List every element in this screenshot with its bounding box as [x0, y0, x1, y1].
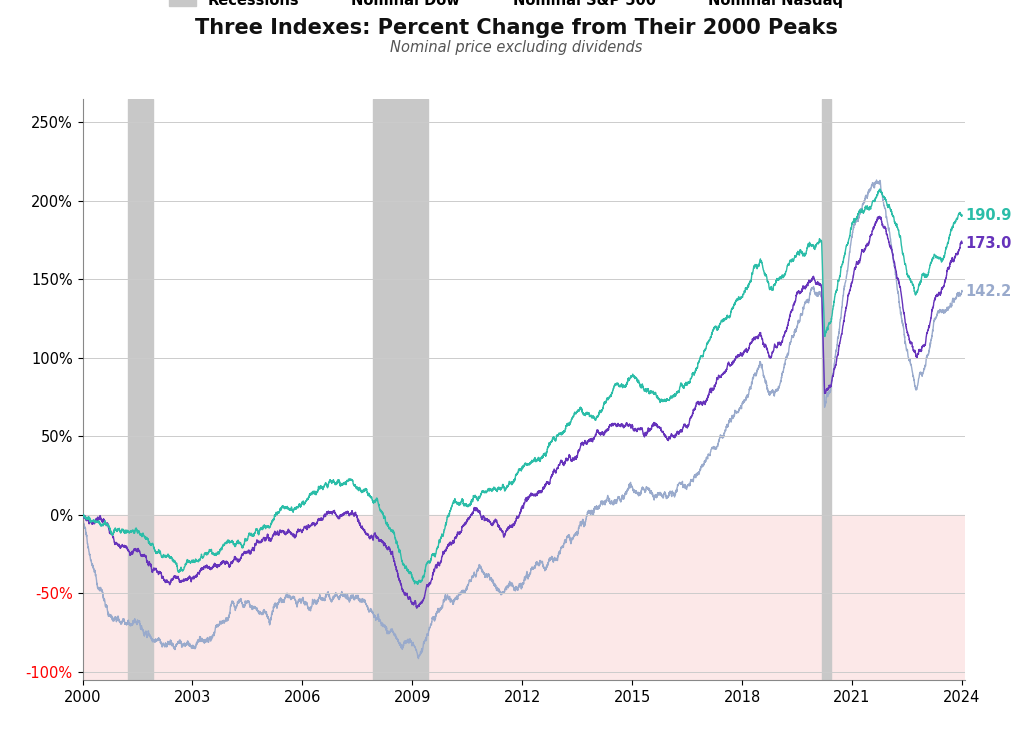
- Nominal S&P 500: [290, 531, 302, 539]
- Nominal Dow: [76, 510, 89, 518]
- Nominal Dow: [285, 502, 297, 511]
- Nominal Nasdaq: [285, 595, 297, 604]
- Text: 190.9: 190.9: [965, 208, 1011, 222]
- Nominal S&P 500: [285, 529, 297, 538]
- Text: 142.2: 142.2: [965, 284, 1011, 299]
- Nominal Dow: [874, 185, 886, 194]
- Nominal Dow: [949, 218, 962, 227]
- Nominal Dow: [956, 211, 968, 219]
- Text: Three Indexes: Percent Change from Their 2000 Peaks: Three Indexes: Percent Change from Their…: [195, 18, 837, 38]
- Nominal Nasdaq: [76, 512, 89, 520]
- Legend: Recessions, Nominal Dow, Nominal S&P 500, Nominal Nasdaq: Recessions, Nominal Dow, Nominal S&P 500…: [169, 0, 843, 7]
- Nominal S&P 500: [949, 251, 962, 260]
- Nominal Nasdaq: [290, 598, 302, 607]
- Nominal Dow: [290, 504, 302, 513]
- Nominal Nasdaq: [949, 294, 962, 303]
- Nominal S&P 500: [408, 599, 420, 607]
- Nominal Nasdaq: [412, 654, 424, 663]
- Bar: [373, 99, 427, 680]
- Nominal Nasdaq: [281, 591, 293, 599]
- Nominal Dow: [471, 493, 483, 502]
- Nominal S&P 500: [471, 505, 483, 514]
- Nominal S&P 500: [956, 239, 968, 248]
- Text: Nominal price excluding dividends: Nominal price excluding dividends: [390, 40, 642, 56]
- Line: Nominal S&P 500: Nominal S&P 500: [83, 216, 962, 608]
- Text: 173.0: 173.0: [965, 235, 1011, 251]
- Nominal S&P 500: [411, 604, 423, 613]
- Nominal S&P 500: [76, 510, 89, 519]
- Nominal S&P 500: [873, 212, 885, 221]
- Nominal Dow: [281, 504, 293, 512]
- Bar: [821, 99, 831, 680]
- Nominal Dow: [411, 580, 423, 588]
- Bar: [128, 99, 153, 680]
- Line: Nominal Dow: Nominal Dow: [83, 189, 962, 584]
- Nominal Nasdaq: [956, 287, 968, 296]
- Nominal Nasdaq: [870, 175, 882, 184]
- Line: Nominal Nasdaq: Nominal Nasdaq: [83, 180, 962, 659]
- Nominal Nasdaq: [408, 641, 420, 650]
- Nominal Nasdaq: [471, 567, 483, 575]
- Bar: [83, 515, 965, 680]
- Nominal Dow: [408, 577, 420, 586]
- Nominal S&P 500: [281, 529, 293, 537]
